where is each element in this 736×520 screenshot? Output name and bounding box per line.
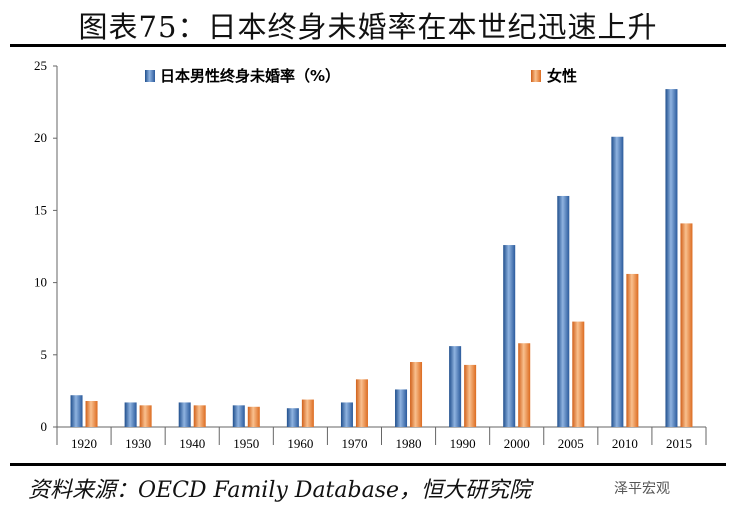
- bar-male: [232, 405, 245, 427]
- x-tick-label: 1940: [179, 436, 205, 451]
- y-tick-label: 10: [34, 275, 47, 290]
- bar-female: [301, 399, 314, 427]
- legend-swatch-female: [531, 70, 541, 82]
- x-tick-label: 2005: [558, 436, 584, 451]
- bar-male: [178, 402, 191, 427]
- bar-female: [355, 379, 368, 427]
- bar-male: [503, 245, 516, 427]
- x-tick-label: 1950: [233, 436, 259, 451]
- x-tick-label: 1960: [287, 436, 313, 451]
- x-tick-label: 2010: [612, 436, 638, 451]
- x-tick-label: 2000: [504, 436, 530, 451]
- x-tick-label: 1980: [396, 436, 422, 451]
- bar-female: [464, 364, 477, 427]
- bar-male: [395, 389, 408, 427]
- x-tick-label: 1930: [125, 436, 151, 451]
- source-note: 资料来源：OECD Family Database，恒大研究院: [28, 478, 532, 503]
- x-tick-label: 1920: [71, 436, 97, 451]
- bar-male: [70, 395, 83, 427]
- watermark: 泽平宏观: [614, 481, 670, 497]
- bar-male: [449, 346, 462, 427]
- x-tick-label: 1970: [341, 436, 367, 451]
- bar-male: [611, 136, 624, 428]
- bar-chart: 0 5 10 15 20 25 1920 1930 1940 1950 1960 1970 1980 19…: [34, 58, 707, 451]
- bottom-rule: [10, 463, 726, 466]
- y-tick-label: 25: [34, 58, 47, 73]
- bar-female: [193, 405, 206, 427]
- bar-male: [286, 408, 299, 427]
- bar-female: [572, 321, 585, 427]
- legend-label-female: 女性: [547, 67, 577, 85]
- bar-female: [410, 362, 423, 427]
- bar-male: [340, 402, 353, 427]
- bar-male: [557, 195, 570, 427]
- bar-male: [124, 402, 137, 427]
- legend-swatch-male: [145, 70, 155, 82]
- bar-female: [626, 273, 639, 427]
- bar-female: [139, 405, 152, 427]
- bar-male: [665, 89, 678, 427]
- bar-female: [247, 406, 260, 427]
- legend-label-male: 日本男性终身未婚率（%）: [160, 67, 340, 85]
- bar-female: [680, 223, 693, 427]
- y-tick-label: 0: [41, 419, 48, 434]
- bar-female: [85, 401, 98, 427]
- axes: 0 5 10 15 20 25 1920 1930 1940 1950 1960 1970 1980 19…: [34, 58, 707, 451]
- bar-female: [518, 343, 531, 427]
- y-tick-label: 20: [34, 130, 47, 145]
- legend: 日本男性终身未婚率（%） 女性: [145, 67, 577, 85]
- x-tick-label: 1990: [450, 436, 476, 451]
- top-rule: [10, 44, 726, 47]
- x-tick-label: 2015: [666, 436, 692, 451]
- bars: [70, 89, 693, 428]
- chart-title: 图表75：日本终身未婚率在本世纪迅速上升: [78, 10, 658, 44]
- y-tick-label: 15: [34, 202, 47, 217]
- y-tick-label: 5: [41, 347, 48, 362]
